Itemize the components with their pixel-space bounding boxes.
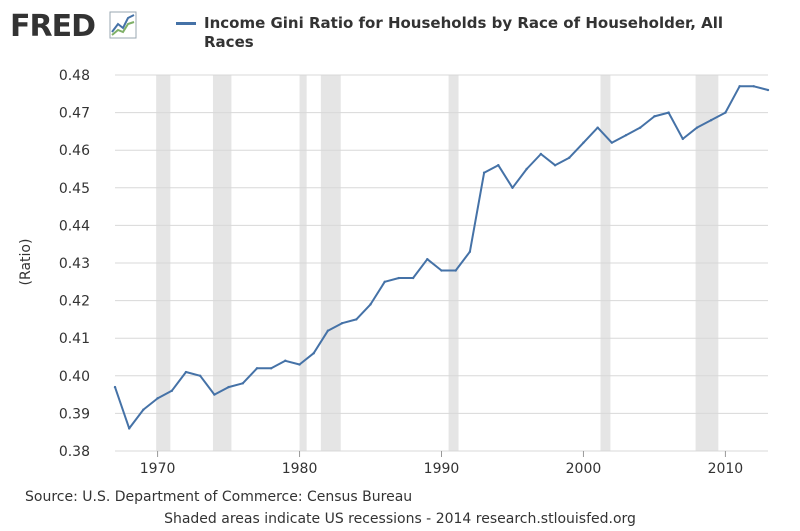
data-point [582,141,585,144]
y-tick-label: 0.48 [59,68,90,84]
fred-logo-graphic: FRED [10,9,137,44]
data-point [326,329,330,332]
data-point [440,269,443,272]
data-point [525,167,528,171]
data-point [298,363,301,366]
data-point [340,321,344,325]
data-point [667,111,670,114]
data-point [724,111,727,114]
chart-legend: Income Gini Ratio for Households by Race… [176,14,736,52]
data-point [241,382,244,385]
data-point [539,152,543,156]
y-tick-label: 0.46 [59,143,90,159]
x-tick-label: 1980 [282,461,318,477]
data-point [255,367,259,370]
data-point [482,171,486,174]
data-point [497,164,500,167]
data-point [184,370,188,374]
data-point [752,85,756,88]
data-point [198,374,202,377]
data-point [269,367,273,370]
x-tick-label: 2010 [708,461,744,477]
data-point [411,276,415,280]
y-tick-label: 0.47 [59,106,90,122]
source-note: Source: U.S. Department of Commerce: Cen… [25,489,413,505]
y-tick-label: 0.44 [59,218,90,234]
data-point [213,393,216,396]
y-tick-label: 0.45 [59,181,90,197]
data-point [170,389,173,393]
y-tick-label: 0.41 [59,331,90,347]
y-tick-label: 0.39 [59,406,90,422]
data-point [639,126,642,129]
data-point [397,276,401,280]
data-point [624,133,628,137]
data-point [355,318,358,321]
y-tick-label: 0.40 [59,369,90,385]
data-point [227,385,230,389]
recession-note: Shaded areas indicate US recessions - 20… [164,511,636,527]
fred-logo-text: FRED [10,9,95,44]
data-point [653,115,656,118]
x-tick-label: 1990 [424,461,460,477]
y-axis-ticks: 0.38 0.39 0.40 0.41 0.42 0.43 0.44 0.45 0.46 0.47… [59,68,90,460]
y-tick-label: 0.38 [59,444,90,460]
data-point [468,250,472,253]
fred-logo[interactable]: FRED [10,6,140,46]
data-point [156,397,159,400]
legend-series-name: Income Gini Ratio for Households by Race… [204,14,724,51]
data-point [369,303,372,306]
y-tick-label: 0.42 [59,294,90,310]
chart-line-icon [109,11,137,39]
data-point [284,359,287,362]
series-layer [113,85,770,430]
data-point [142,408,145,411]
data-point [681,137,685,141]
x-tick-label: 1970 [140,461,176,477]
data-point [568,156,571,159]
data-point [553,164,557,167]
data-point [454,269,457,272]
data-point [766,88,770,92]
x-tick-label: 2000 [566,461,602,477]
y-tick-label: 0.43 [59,256,90,272]
data-point [113,385,117,389]
data-point [426,258,429,261]
data-point [127,427,131,430]
data-point [695,126,699,129]
data-point [511,186,514,189]
data-point [710,118,713,122]
grid-lines [115,74,768,452]
y-axis-title: (Ratio) [18,239,34,286]
data-point [596,126,599,129]
data-point [383,280,386,283]
data-point [610,141,614,144]
data-point [312,352,315,355]
data-point [738,85,741,88]
legend-swatch [176,22,196,25]
x-axis-ticks: 1970 1980 1990 2000 2010 [140,451,743,477]
